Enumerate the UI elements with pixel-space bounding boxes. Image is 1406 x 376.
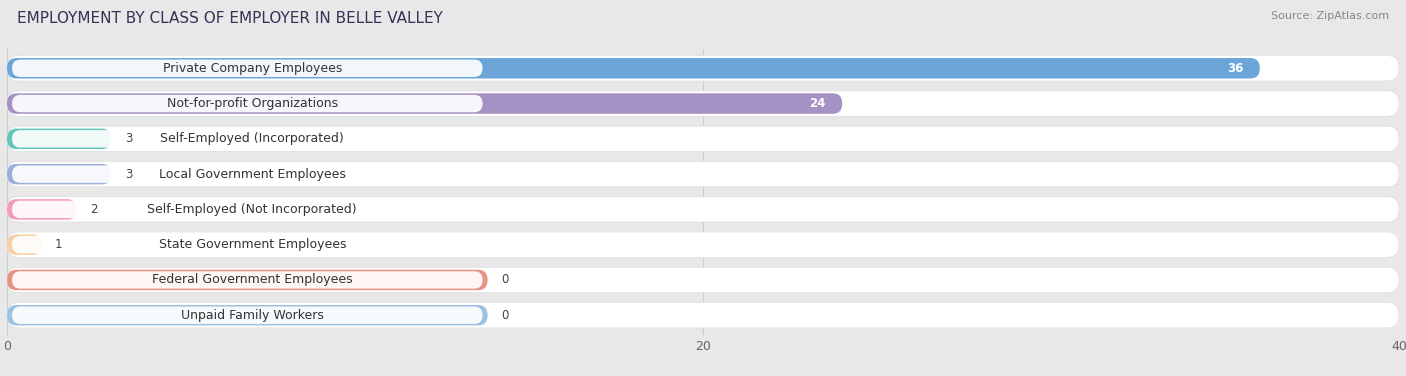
Text: 1: 1 [55,238,63,251]
Text: 0: 0 [501,273,508,287]
Text: Local Government Employees: Local Government Employees [159,168,346,180]
FancyBboxPatch shape [13,95,482,112]
FancyBboxPatch shape [7,164,111,184]
FancyBboxPatch shape [13,165,482,183]
Text: 3: 3 [125,132,132,146]
FancyBboxPatch shape [7,267,1399,293]
Text: Not-for-profit Organizations: Not-for-profit Organizations [167,97,337,110]
FancyBboxPatch shape [7,126,1399,152]
FancyBboxPatch shape [13,201,482,218]
Text: 0: 0 [501,309,508,322]
FancyBboxPatch shape [7,199,76,220]
Text: Source: ZipAtlas.com: Source: ZipAtlas.com [1271,11,1389,21]
FancyBboxPatch shape [7,232,1399,258]
FancyBboxPatch shape [7,56,1399,81]
FancyBboxPatch shape [7,91,1399,116]
Text: Unpaid Family Workers: Unpaid Family Workers [181,309,323,322]
FancyBboxPatch shape [7,305,488,326]
FancyBboxPatch shape [7,270,488,290]
FancyBboxPatch shape [13,306,482,324]
Text: State Government Employees: State Government Employees [159,238,346,251]
FancyBboxPatch shape [7,161,1399,187]
FancyBboxPatch shape [7,93,842,114]
FancyBboxPatch shape [7,58,1260,79]
FancyBboxPatch shape [13,59,482,77]
FancyBboxPatch shape [13,130,482,147]
Text: Self-Employed (Not Incorporated): Self-Employed (Not Incorporated) [148,203,357,216]
FancyBboxPatch shape [7,235,42,255]
Text: 2: 2 [90,203,97,216]
FancyBboxPatch shape [7,197,1399,222]
Text: EMPLOYMENT BY CLASS OF EMPLOYER IN BELLE VALLEY: EMPLOYMENT BY CLASS OF EMPLOYER IN BELLE… [17,11,443,26]
Text: Self-Employed (Incorporated): Self-Employed (Incorporated) [160,132,344,146]
FancyBboxPatch shape [13,271,482,289]
Text: Private Company Employees: Private Company Employees [163,62,342,75]
Text: 36: 36 [1227,62,1243,75]
FancyBboxPatch shape [13,236,482,253]
FancyBboxPatch shape [7,129,111,149]
FancyBboxPatch shape [7,303,1399,328]
Text: Federal Government Employees: Federal Government Employees [152,273,353,287]
Text: 24: 24 [810,97,825,110]
Text: 3: 3 [125,168,132,180]
